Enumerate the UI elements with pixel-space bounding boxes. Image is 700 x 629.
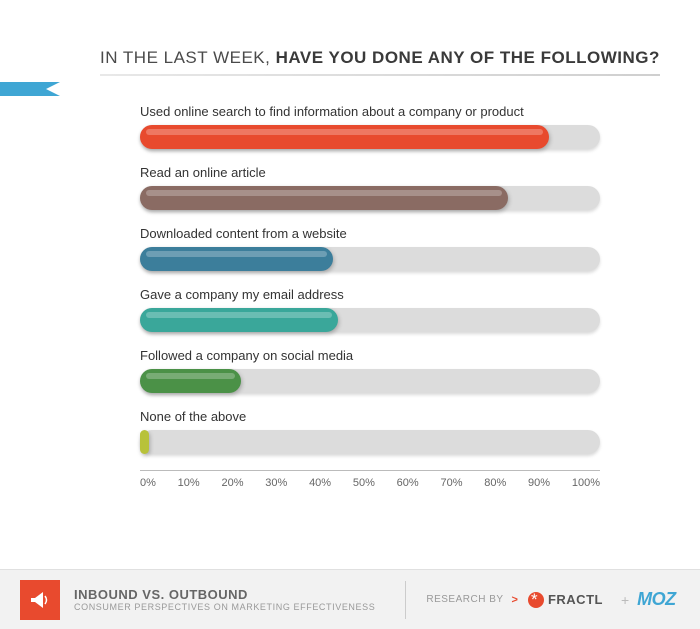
footer-subtitle: CONSUMER PERSPECTIVES ON MARKETING EFFEC… [74,602,375,612]
bar-label: None of the above [140,409,650,424]
footer-title: INBOUND VS. OUTBOUND [74,587,375,602]
page-title: IN THE LAST WEEK, HAVE YOU DONE ANY OF T… [100,48,660,68]
bar-track [140,308,600,332]
chevron-right-icon: > [512,594,518,606]
axis-tick: 60% [397,477,419,489]
bar-label: Downloaded content from a website [140,226,650,241]
title-underline [100,74,660,76]
bar-row: Gave a company my email address [140,287,650,332]
title-prefix: IN THE LAST WEEK, [100,48,276,67]
bar-row: Followed a company on social media [140,348,650,393]
bar-fill [140,430,149,454]
axis-tick: 20% [221,477,243,489]
header: IN THE LAST WEEK, HAVE YOU DONE ANY OF T… [0,0,700,76]
footer: INBOUND VS. OUTBOUND CONSUMER PERSPECTIV… [0,569,700,629]
fractl-text: FRACTL [548,592,603,607]
bar-track [140,430,600,454]
bar-label: Followed a company on social media [140,348,650,363]
bar-track [140,125,600,149]
moz-logo: MOZ [637,589,676,610]
axis-tick: 70% [440,477,462,489]
axis-tick: 40% [309,477,331,489]
axis-tick: 10% [178,477,200,489]
footer-divider [405,581,406,619]
axis-tick: 90% [528,477,550,489]
bar-track [140,247,600,271]
bar-fill [140,369,241,393]
footer-titles: INBOUND VS. OUTBOUND CONSUMER PERSPECTIV… [74,587,375,612]
title-bold: HAVE YOU DONE ANY OF THE FOLLOWING? [276,48,660,67]
megaphone-icon [20,580,60,620]
fractl-mark-icon [528,592,544,608]
research-by-label: RESEARCH BY [426,594,503,605]
bar-track [140,186,600,210]
bar-fill [140,125,549,149]
bar-track [140,369,600,393]
bar-label: Gave a company my email address [140,287,650,302]
bar-label: Read an online article [140,165,650,180]
axis-tick: 0% [140,477,156,489]
axis-tick: 80% [484,477,506,489]
axis-tick: 100% [572,477,600,489]
bar-row: Downloaded content from a website [140,226,650,271]
x-axis: 0% 10% 20% 30% 40% 50% 60% 70% 80% 90% 100% [140,470,600,489]
axis-tick: 50% [353,477,375,489]
bar-fill [140,186,508,210]
accent-flag [0,82,60,96]
bar-row: Read an online article [140,165,650,210]
axis-tick: 30% [265,477,287,489]
bar-row: Used online search to find information a… [140,104,650,149]
bar-label: Used online search to find information a… [140,104,650,119]
plus-icon: + [621,592,629,608]
bar-row: None of the above [140,409,650,454]
bar-fill [140,247,333,271]
bar-chart: Used online search to find information a… [0,76,700,489]
fractl-logo: FRACTL [528,592,603,608]
bar-fill [140,308,338,332]
